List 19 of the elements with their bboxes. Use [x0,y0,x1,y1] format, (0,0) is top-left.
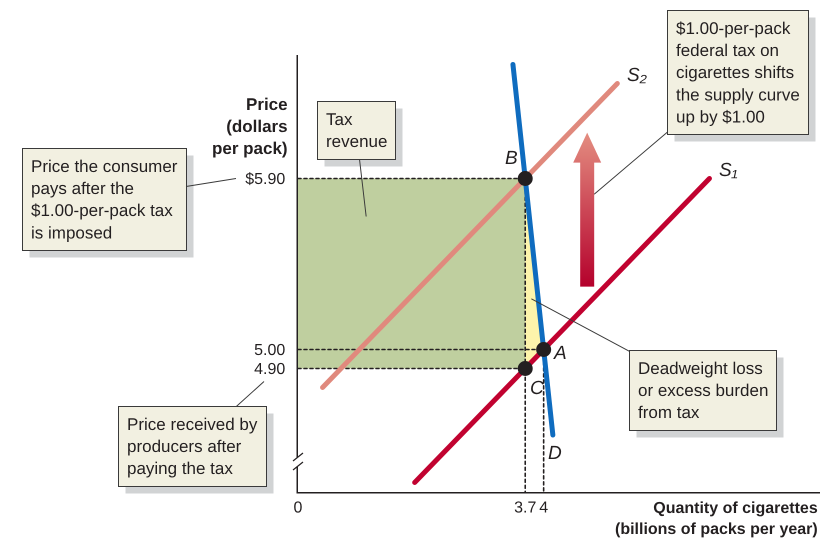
x-tick-label: 0 [294,500,303,517]
y-axis-title: Price (dollars per pack) [212,95,288,158]
annotation: $1.00-per-pack federal tax on cigarettes shifts the supply curve up by $1.00 [676,19,800,126]
annotation: C [530,378,544,399]
series-label: S₂ [627,65,648,86]
y-tick-label: 4.90 [254,361,286,378]
x-axis-title: Quantity of cigarettes (billions of packs per year) [615,500,818,538]
annotation: A [553,343,567,364]
series-label: D [548,443,562,464]
y-tick-label: $5.90 [245,171,286,188]
x-tick-label: 3.7 [514,500,536,517]
text: Price received by producers after paying the tax [127,415,258,478]
series-label: S₁ [719,160,738,181]
x-tick-label: 4 [539,500,548,517]
annotation: Tax revenue [326,110,388,152]
text: Price the consumer pays after the $1.00-per-pack tax is imposed [31,157,178,242]
annotation: B [505,148,518,169]
annotation: Deadweight loss or excess burden from tax [638,359,768,422]
y-tick-label: 5.00 [254,342,286,360]
